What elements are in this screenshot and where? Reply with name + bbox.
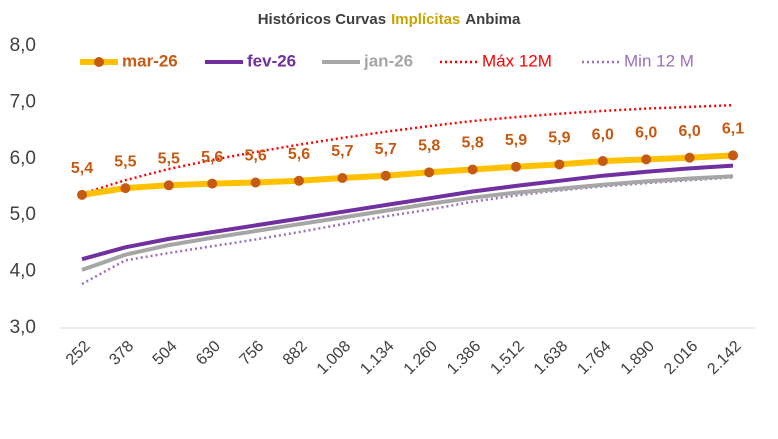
marker — [641, 154, 652, 165]
legend-label: fev-26 — [247, 51, 296, 70]
marker — [250, 177, 261, 188]
marker — [294, 175, 304, 186]
title-part: Implícitas — [391, 11, 460, 28]
marker — [597, 156, 608, 167]
data-label: 5,5 — [158, 151, 180, 168]
marker — [120, 183, 131, 194]
data-label: 5,8 — [461, 135, 483, 152]
data-label: 5,9 — [505, 132, 527, 149]
title-part: Históricos Curvas — [258, 11, 386, 28]
marker — [467, 164, 478, 175]
marker — [380, 170, 391, 181]
title-part: Anbima — [465, 11, 521, 28]
legend-label: mar-26 — [122, 51, 178, 70]
series-line — [81, 152, 734, 198]
series-line — [81, 174, 734, 272]
marker — [424, 167, 435, 178]
legend-label: Min 12 M — [624, 51, 694, 70]
y-tick-label: 6,0 — [10, 148, 36, 169]
data-label: 5,6 — [201, 149, 223, 166]
series-line — [81, 176, 734, 286]
y-tick-label: 3,0 — [10, 317, 36, 338]
marker — [337, 172, 348, 183]
data-label: 5,7 — [331, 143, 353, 160]
data-label: 5,8 — [418, 138, 440, 155]
marker — [77, 189, 87, 200]
marker — [511, 161, 521, 172]
marker — [728, 150, 738, 161]
data-label: 6,0 — [635, 125, 657, 142]
chart-title: Históricos Curvas Implícitas Anbima — [258, 11, 521, 28]
marker — [163, 180, 174, 191]
data-label: 5,6 — [244, 148, 266, 165]
marker — [207, 178, 218, 189]
y-tick-label: 5,0 — [10, 204, 36, 225]
data-label: 6,1 — [722, 121, 744, 138]
data-label: 5,6 — [288, 146, 310, 163]
legend-label: jan-26 — [363, 51, 413, 70]
y-tick-label: 4,0 — [10, 261, 36, 282]
series-line — [81, 163, 734, 262]
marker — [684, 152, 695, 163]
legend-label: Máx 12M — [482, 51, 552, 70]
data-label: 6,0 — [592, 126, 614, 143]
y-tick-label: 8,0 — [10, 35, 36, 56]
data-label: 6,0 — [678, 123, 700, 140]
data-label: 5,5 — [114, 153, 136, 170]
legend-marker — [94, 57, 104, 67]
marker — [554, 159, 565, 170]
data-label: 5,7 — [375, 141, 397, 158]
series-line — [81, 103, 734, 195]
data-label: 5,9 — [548, 130, 570, 147]
data-label: 5,4 — [71, 160, 93, 177]
y-tick-label: 7,0 — [10, 91, 36, 112]
